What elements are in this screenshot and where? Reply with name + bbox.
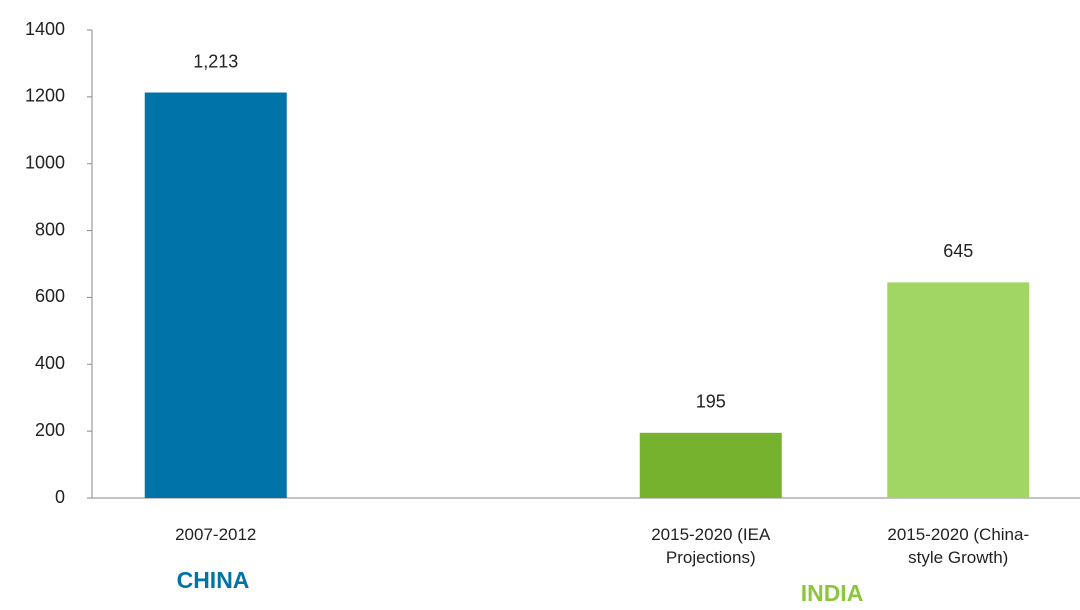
bar [144, 92, 287, 499]
x-tick-label: 2007-2012 [175, 525, 257, 544]
y-tick-label: 1200 [25, 86, 65, 106]
y-tick-label: 200 [35, 420, 65, 440]
bar [639, 432, 782, 498]
y-tick-label: 1000 [25, 152, 65, 172]
y-tick-label: 400 [35, 353, 65, 373]
y-tick-label: 1400 [25, 19, 65, 39]
value-label: 1,213 [193, 51, 238, 71]
x-tick-label: 2015-2020 (IEA Projections) [651, 525, 771, 567]
y-tick-label: 0 [55, 487, 65, 507]
bar [887, 282, 1030, 498]
value-label: 645 [943, 241, 973, 261]
x-tick-label: 2015-2020 (China-style Growth) [887, 525, 1030, 567]
value-label: 195 [696, 392, 726, 412]
y-tick-label: 800 [35, 219, 65, 239]
y-tick-label: 600 [35, 286, 65, 306]
group-label: INDIA [800, 580, 864, 606]
group-label: CHINA [176, 567, 250, 593]
